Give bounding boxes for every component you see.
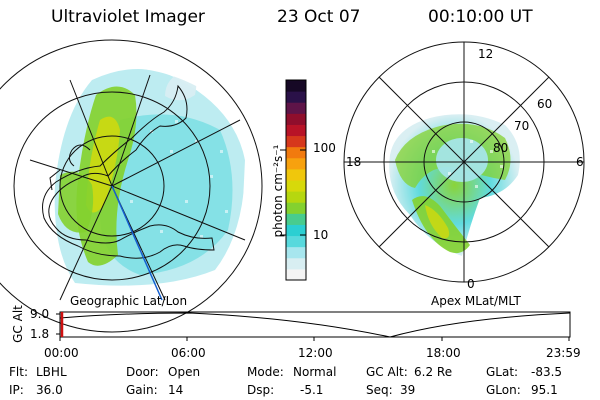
colorbar-tick-100: 100 [313, 141, 336, 155]
colorbar-segment [286, 80, 306, 92]
colorbar-segment [286, 246, 306, 259]
orbit-altitude-plot [56, 311, 571, 341]
mlt-label-6: 6 [576, 155, 584, 169]
dsp-label: Dsp: [247, 383, 275, 397]
apex-polar-image [343, 41, 585, 283]
glon-label: GLon: [486, 383, 521, 397]
filter-value: LBHL [36, 365, 67, 379]
door-value: Open [168, 365, 201, 379]
seq-value: 39 [400, 383, 416, 397]
left-panel-caption: Geographic Lat/Lon [70, 294, 188, 308]
date-label: 23 Oct 07 [277, 7, 361, 27]
mode-label: Mode: [247, 365, 284, 379]
orbit-xtick-1200: 12:00 [298, 346, 333, 360]
colorbar-tick-10: 10 [313, 228, 329, 242]
filter-label: Flt: [9, 365, 28, 379]
mlt-label-0: 0 [467, 277, 475, 291]
colorbar-segment [286, 235, 306, 248]
gc-alt-label: GC Alt: [366, 365, 408, 379]
glat-label: GLat: [486, 365, 519, 379]
ip-label: IP: [9, 383, 24, 397]
glon-value: 95.1 [531, 383, 558, 397]
glat-value: -83.5 [531, 365, 563, 379]
colorbar-segment [286, 91, 306, 103]
gc-alt-value: 6.2 Re [414, 365, 453, 379]
gain-value: 14 [168, 383, 184, 397]
door-label: Door: [126, 365, 159, 379]
colorbar-segment [286, 202, 306, 214]
orbit-xtick-1800: 18:00 [426, 346, 461, 360]
colorbar-segment [286, 180, 306, 192]
colorbar-segment [286, 268, 306, 281]
colorbar-segment [286, 124, 306, 137]
colorbar-segment [286, 157, 306, 170]
mlat-label-70: 70 [514, 119, 530, 133]
colorbar-segment [286, 213, 306, 225]
gain-label: Gain: [126, 383, 158, 397]
meridian-line [111, 185, 163, 301]
colorbar-segment [286, 146, 306, 159]
mode-value: Normal [293, 365, 337, 379]
geographic-image [0, 39, 263, 333]
colorbar-segment [286, 113, 306, 125]
time-label: 00:10:00 UT [428, 7, 533, 27]
colorbar-segment [286, 224, 306, 237]
orbit-xtick-2359: 23:59 [546, 346, 581, 360]
dsp-value: -5.1 [300, 383, 324, 397]
orbit-xtick-0000: 00:00 [44, 346, 79, 360]
seq-label: Seq: [366, 383, 393, 397]
orbit-xtick-0600: 06:00 [171, 346, 206, 360]
colorbar-segment [286, 257, 306, 270]
ip-value: 36.0 [36, 383, 63, 397]
colorbar-segment [286, 191, 306, 203]
colorbar-segment [286, 135, 306, 148]
instrument-title: Ultraviolet Imager [51, 7, 205, 27]
right-panel-caption: Apex MLat/MLT [431, 294, 521, 308]
orbit-ylabel: GC Alt [11, 305, 25, 343]
orbit-ytick-1-8: 1.8 [30, 327, 50, 341]
mlt-label-18: 18 [346, 155, 362, 169]
colorbar-unit-label: photon cm⁻²s⁻¹ [271, 144, 285, 238]
orbit-ytick-9: 9.0 [30, 307, 50, 321]
colorbar-segment [286, 102, 306, 114]
colorbar-segment [286, 168, 306, 181]
mlt-label-12: 12 [478, 47, 494, 61]
colorbar [286, 80, 306, 281]
mlat-label-80: 80 [493, 141, 509, 155]
mlat-label-60: 60 [537, 97, 553, 111]
